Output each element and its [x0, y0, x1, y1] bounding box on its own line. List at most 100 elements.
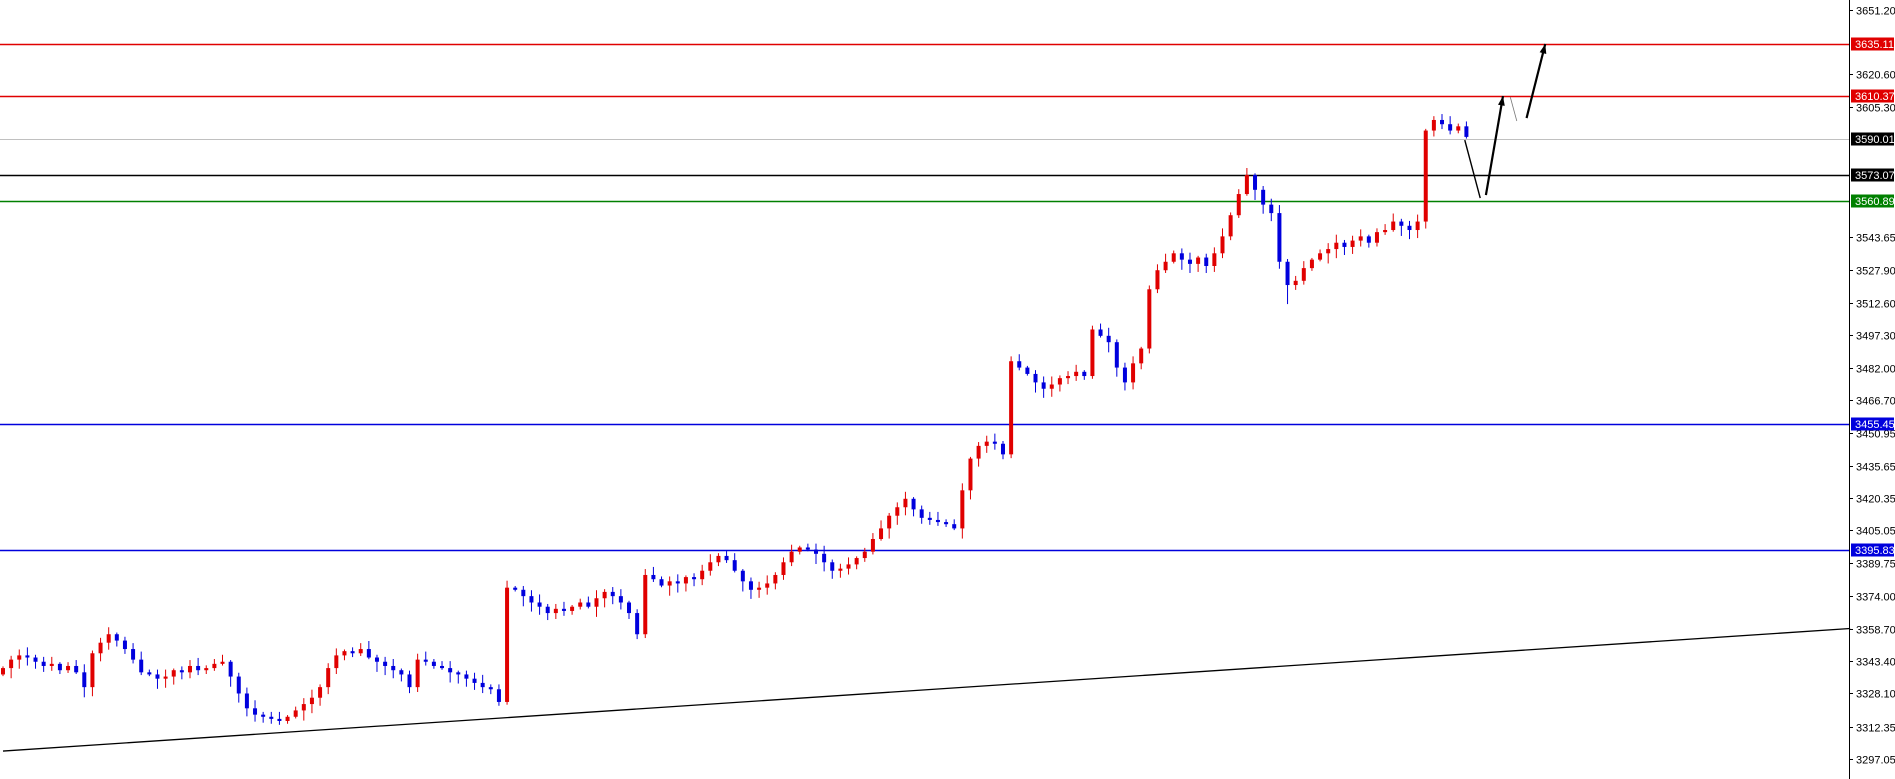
candle-body [261, 714, 266, 717]
candle [342, 649, 347, 661]
candle-body [464, 674, 469, 679]
candle [716, 553, 721, 567]
candle [90, 650, 95, 697]
candle-body [529, 596, 534, 603]
axis-tick-label: 3466.70 [1856, 396, 1895, 408]
candle [561, 601, 566, 616]
candle [919, 505, 924, 524]
candle [822, 545, 827, 572]
candle-body [98, 642, 103, 654]
candle [594, 590, 599, 617]
candle-body [139, 659, 144, 673]
candle-body [692, 577, 697, 580]
candle [41, 656, 46, 672]
candle [1000, 441, 1005, 460]
candle-body [1131, 363, 1136, 383]
price-axis[interactable]: 3651.20 3620.60 3605.30 3543.65 3527.90 3512.… [1849, 6, 1895, 767]
candle [155, 669, 160, 689]
axis-tick-label: 3389.75 [1856, 559, 1895, 571]
candle [944, 519, 949, 527]
candle-body [919, 509, 924, 518]
candle-body [1025, 367, 1030, 374]
candle [618, 589, 623, 610]
candle-body [895, 507, 900, 516]
candle-body [309, 697, 314, 705]
candle [927, 511, 932, 525]
candle [1163, 253, 1168, 273]
candle [1301, 261, 1306, 285]
candle [1171, 250, 1176, 264]
candle [1244, 168, 1249, 196]
candle-body [1244, 174, 1249, 195]
trendline [2, 627, 1851, 752]
candle [1448, 116, 1453, 135]
candle [374, 654, 379, 672]
candle-body [301, 704, 306, 711]
candle-body [838, 568, 843, 571]
candle-body [1366, 236, 1371, 243]
candle-body [1139, 348, 1144, 364]
candle [521, 585, 526, 607]
candle [261, 711, 266, 723]
trendline-layer [2, 627, 1851, 752]
candle-body [935, 519, 940, 523]
candle [505, 580, 510, 705]
candle-body [155, 674, 160, 679]
candle [1342, 239, 1347, 255]
candle [708, 554, 713, 576]
candle [773, 572, 778, 590]
candle [537, 594, 542, 615]
candle [49, 656, 54, 671]
candle [911, 497, 916, 517]
axis-tick-label: 3527.90 [1856, 266, 1895, 278]
candle [301, 698, 306, 721]
candle-body [228, 661, 233, 677]
candle [724, 551, 729, 563]
candle-body [1358, 236, 1363, 241]
price-badge: 3560.89 [1851, 194, 1895, 208]
candle-body [1374, 232, 1379, 243]
candle-body [25, 655, 30, 658]
price-badge: 3590.01 [1851, 132, 1895, 146]
candle-body [1407, 225, 1412, 231]
candle [1464, 121, 1469, 139]
candle [1098, 323, 1103, 338]
candle-body [814, 549, 818, 554]
candle-body [342, 651, 347, 656]
candle-body [244, 693, 249, 709]
candle-body [423, 659, 428, 662]
candle-body [1057, 378, 1062, 385]
candle-body [1000, 443, 1005, 455]
candle [1415, 214, 1420, 239]
candle [862, 547, 867, 562]
candle-body [220, 661, 225, 664]
candle-body [1342, 242, 1347, 247]
candle [1358, 229, 1363, 247]
candle [1009, 356, 1014, 459]
candle [1025, 365, 1030, 376]
candle [122, 636, 127, 654]
candle-body [586, 602, 591, 607]
candle-body [1066, 376, 1071, 379]
candle-body [318, 687, 323, 698]
candle-body [570, 606, 575, 611]
candle-body [374, 657, 379, 662]
candle [358, 643, 363, 657]
candle [838, 563, 843, 578]
candle-body [57, 663, 62, 671]
candle-body [773, 574, 778, 584]
candle [1366, 234, 1371, 248]
candle-body [41, 661, 46, 666]
candle-body [748, 581, 753, 590]
candle-body [204, 668, 209, 671]
candle-body [179, 670, 184, 673]
candle-body [1041, 382, 1046, 389]
candle [1074, 364, 1079, 381]
candle [513, 585, 518, 592]
candle [204, 665, 209, 675]
candle-body [1448, 124, 1453, 131]
candle [1090, 325, 1095, 379]
price-badge: 3395.83 [1851, 543, 1895, 557]
